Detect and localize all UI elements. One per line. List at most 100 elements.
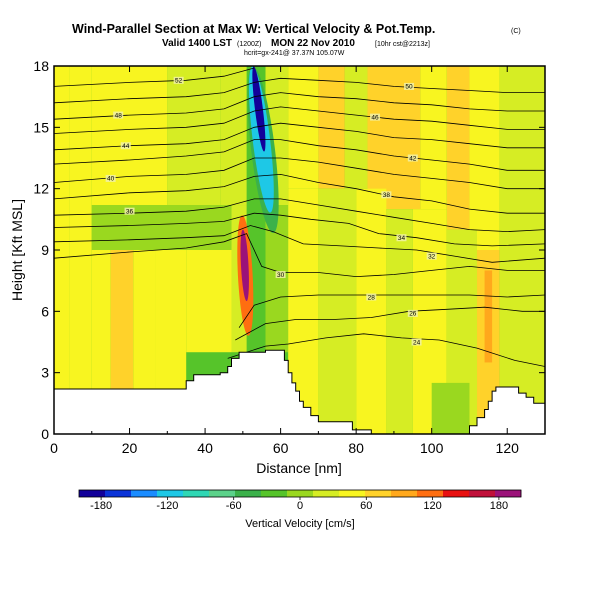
y-tick-label: 0 [41,426,49,442]
isentrope-30 [54,233,545,278]
isentrope-48 [54,92,545,120]
velocity-band [431,382,470,434]
isentrope-36 [54,198,545,233]
colorbar-segment [469,490,496,497]
x-tick-label: 100 [420,440,444,456]
isentrope-label: 34 [398,235,406,242]
isentrope-label-bg [396,234,407,242]
velocity-band [91,205,232,250]
isentrope-50 [54,77,545,104]
velocity-band [133,250,156,434]
valid-date: MON 22 Nov 2010 [271,38,355,49]
velocity-band [469,66,500,250]
colorbar-segment [157,490,184,497]
velocity-band [91,250,111,434]
valid-prefix: Valid 1400 LST [162,38,232,49]
colorbar-tick-label: -180 [90,500,112,512]
isentrope-label-bg [381,191,392,199]
colorbar-segment [287,490,314,497]
isentrope-label: 30 [277,272,285,279]
colorbar-tick-label: -120 [156,500,178,512]
plot-area: 24 26 28 30 32 34 36 38 40 42 44 46 48 50 52 [54,66,545,434]
isentrope-label-bg [407,154,418,162]
velocity-band [484,270,493,363]
downdraft-core [252,66,266,152]
colorbar-segment [391,490,418,497]
velocity-band [110,250,134,434]
isentrope-label: 48 [115,112,123,119]
x-tick-label: 20 [122,440,138,456]
y-tick-label: 18 [33,58,49,74]
velocity-features [237,66,279,336]
colorbar-segment [313,490,340,497]
isentrope-40 [54,157,545,190]
velocity-field [54,66,545,434]
isentrope-label-bg [173,76,184,84]
colorbar-tick-label: 180 [490,500,508,512]
terrain [54,349,545,434]
colorbar-segment [79,490,106,497]
colorbar-tick-label: 0 [297,500,303,512]
velocity-band [167,66,221,206]
colorbar-segment [443,490,470,497]
isentrope-24 [227,333,545,367]
velocity-band [420,66,447,210]
colorbar: -180 -120 -60 0 60 120 180 [78,489,522,512]
isentrope-32 [54,225,545,263]
isentrope-label: 26 [409,311,417,318]
valid-suffix: [10hr cst@2213z] [375,41,430,48]
x-tick-label: 40 [197,440,213,456]
velocity-band [318,188,357,434]
isentrope-label-bg [411,338,422,346]
y-axis-label: Height [Kft MSL] [9,199,25,301]
valid-utc: (1200Z) [237,41,262,48]
colorbar-segment [365,490,392,497]
y-tick-label: 15 [33,119,49,135]
x-tick-label: 120 [496,440,520,456]
isentrope-label-bg [105,174,116,182]
isentrope-label: 46 [371,114,379,121]
colorbar-tick-label: 120 [423,500,441,512]
colorbar-segment [339,490,366,497]
velocity-band [265,205,289,353]
velocity-band [186,250,232,353]
isentrope-label-bg [124,207,135,215]
isentrope-label: 28 [368,294,376,301]
colorbar-tick-label: -60 [226,500,242,512]
velocity-band [356,188,387,434]
x-axis-ticks: 0 20 40 60 80 100 120 [50,66,519,456]
isentrope-label: 32 [428,253,436,260]
y-tick-label: 3 [41,365,49,381]
isentrope-label-bg [113,111,124,119]
colorbar-segment [105,490,132,497]
velocity-band [288,66,319,189]
isentrope-52 [54,67,255,87]
y-tick-label: 9 [41,242,49,258]
velocity-band [344,66,368,189]
velocity-band [318,66,345,189]
colorbar-segment [209,490,236,497]
velocity-band [499,66,545,250]
x-tick-label: 60 [273,440,289,456]
isentrope-label-bg [407,309,418,317]
colorbar-segment [131,490,158,497]
title-mark: (C) [511,28,521,35]
chart-title: Wind-Parallel Section at Max W: Vertical… [72,22,435,36]
colorbar-segment [235,490,262,497]
isentrope-label: 50 [405,84,413,91]
velocity-band [69,66,92,434]
isentrope-label-bg [275,271,286,279]
x-tick-label: 80 [348,440,364,456]
colorbar-segment [261,490,288,497]
isentrope-lines: 24 26 28 30 32 34 36 38 40 42 44 46 48 50 52 [54,67,545,367]
x-tick-label: 0 [50,440,58,456]
colorbar-segment [495,490,522,497]
isentrope-label: 44 [122,143,130,150]
isentrope-44 [54,122,545,151]
isentrope-label: 38 [383,192,391,199]
velocity-band [91,66,168,206]
colorbar-tick-label: 60 [360,500,372,512]
isentrope-34 [54,212,545,247]
